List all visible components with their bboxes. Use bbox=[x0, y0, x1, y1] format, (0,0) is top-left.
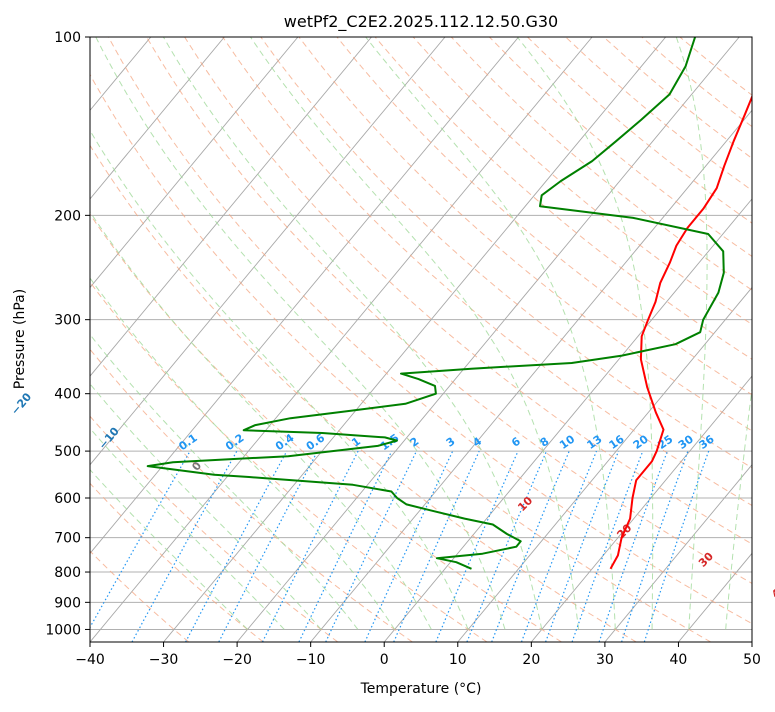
y-tick-label: 900 bbox=[54, 595, 81, 611]
y-tick-label: 100 bbox=[54, 30, 81, 46]
x-axis: −40 −30 −20 −10 0 10 20 30 40 50 bbox=[75, 642, 761, 668]
dry-adiabat-label: −20 bbox=[8, 390, 34, 417]
x-tick-label: −30 bbox=[149, 652, 179, 668]
y-tick-label: 500 bbox=[54, 444, 81, 460]
x-tick-label: −20 bbox=[222, 652, 252, 668]
x-tick-label: −40 bbox=[75, 652, 105, 668]
y-tick-label: 300 bbox=[54, 313, 81, 329]
y-tick-label: 1000 bbox=[45, 622, 81, 638]
y-axis-label: Pressure (hPa) bbox=[12, 289, 28, 389]
x-tick-label: 30 bbox=[596, 652, 614, 668]
x-tick-label: 50 bbox=[743, 652, 761, 668]
y-tick-label: 600 bbox=[54, 491, 81, 507]
y-tick-label: 700 bbox=[54, 531, 81, 547]
y-tick-label: 800 bbox=[54, 565, 81, 581]
x-tick-label: 40 bbox=[670, 652, 688, 668]
x-tick-label: 10 bbox=[449, 652, 467, 668]
y-tick-label: 200 bbox=[54, 208, 81, 224]
moist-adiabat-label: 40 bbox=[769, 581, 775, 601]
y-axis: 100 200 300 400 500 600 700 800 900 1000 bbox=[45, 30, 90, 638]
isotherm-line bbox=[0, 37, 4, 642]
isotherm-line bbox=[752, 37, 775, 642]
x-tick-label: 0 bbox=[380, 652, 389, 668]
x-axis-label: Temperature (°C) bbox=[360, 681, 482, 697]
x-tick-label: −10 bbox=[296, 652, 326, 668]
chart-title: wetPf2_C2E2.2025.112.12.50.G30 bbox=[284, 12, 558, 32]
x-tick-label: 20 bbox=[522, 652, 540, 668]
y-tick-label: 400 bbox=[54, 387, 81, 403]
